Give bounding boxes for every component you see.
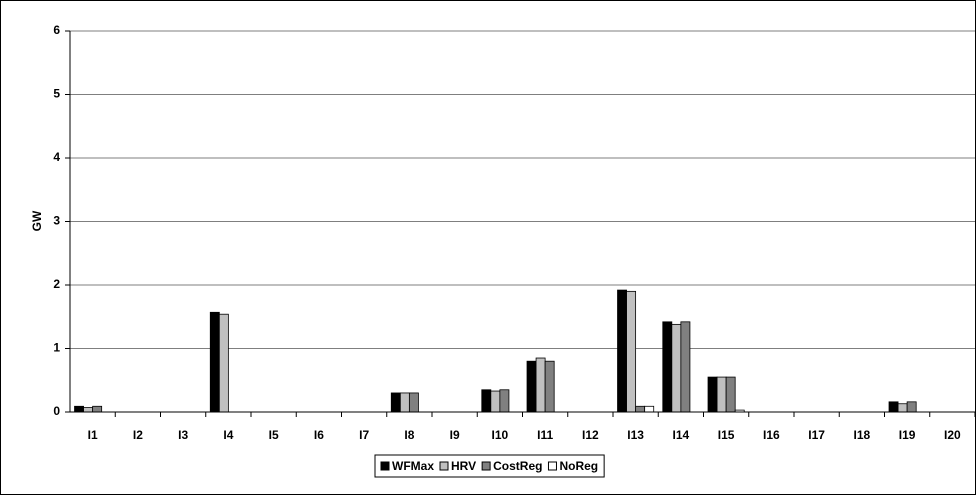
bar: [635, 405, 646, 413]
bar: [83, 407, 94, 413]
x-tick-label: I8: [404, 428, 414, 442]
legend-label: HRV: [451, 459, 476, 473]
bar: [644, 405, 655, 413]
bar: [408, 392, 419, 413]
bar: [662, 321, 673, 413]
x-tick-label: I5: [269, 428, 279, 442]
x-tick-label: I15: [718, 428, 735, 442]
x-tick-label: I1: [88, 428, 98, 442]
bar: [617, 289, 627, 413]
x-tick-label: I13: [627, 428, 644, 442]
x-tick-label: I19: [899, 428, 916, 442]
legend-label: WFMax: [392, 459, 434, 473]
x-tick-label: I17: [808, 428, 825, 442]
x-tick-label: I10: [492, 428, 509, 442]
x-tick-label: I6: [314, 428, 324, 442]
x-tick-label: I18: [854, 428, 871, 442]
bar: [499, 389, 510, 413]
bar: [209, 311, 220, 413]
bar: [218, 313, 229, 413]
bar: [390, 392, 401, 413]
y-tick-label: 0: [53, 404, 60, 418]
legend-swatch: [547, 461, 557, 471]
bar: [725, 376, 736, 413]
x-tick-label: I2: [133, 428, 143, 442]
bar: [544, 360, 555, 413]
bar: [92, 405, 103, 413]
bar: [680, 321, 691, 413]
legend-label: NoReg: [559, 459, 598, 473]
x-tick-label: I9: [450, 428, 460, 442]
bar: [897, 403, 908, 413]
x-tick-label: I16: [763, 428, 780, 442]
x-tick-label: I12: [582, 428, 599, 442]
x-tick-label: I3: [178, 428, 188, 442]
bar: [74, 405, 84, 413]
x-tick-label: I11: [537, 428, 553, 442]
bar: [535, 357, 546, 413]
bar: [906, 401, 917, 413]
x-tick-label: I14: [673, 428, 690, 442]
x-tick-label: I4: [223, 428, 233, 442]
legend-swatch: [481, 461, 491, 471]
x-tick-label: I7: [359, 428, 369, 442]
y-tick-label: 3: [53, 214, 60, 228]
x-tick-label: I20: [944, 428, 961, 442]
legend-swatch: [439, 461, 449, 471]
bar: [526, 360, 537, 413]
bar: [888, 401, 899, 413]
y-tick-label: 1: [53, 341, 60, 355]
bar: [671, 323, 682, 413]
y-tick-label: 2: [53, 277, 60, 291]
bar: [716, 376, 727, 413]
bar: [481, 389, 492, 413]
y-tick-label: 5: [53, 87, 60, 101]
y-axis-label: GW: [30, 210, 44, 231]
bar: [626, 290, 637, 413]
legend-swatch: [380, 461, 390, 471]
y-tick-label: 4: [53, 150, 60, 164]
legend-label: CostReg: [493, 459, 542, 473]
bar: [399, 392, 410, 413]
bar: [490, 390, 501, 413]
y-tick-label: 6: [53, 23, 60, 37]
bar: [707, 376, 718, 413]
